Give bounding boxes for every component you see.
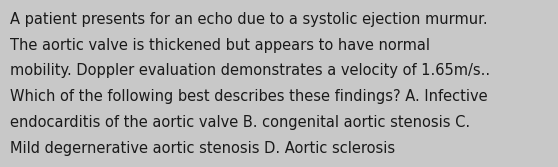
Text: Which of the following best describes these findings? A. Infective: Which of the following best describes th… [10,89,488,104]
Text: endocarditis of the aortic valve B. congenital aortic stenosis C.: endocarditis of the aortic valve B. cong… [10,115,470,130]
Text: Mild degernerative aortic stenosis D. Aortic sclerosis: Mild degernerative aortic stenosis D. Ao… [10,141,395,156]
Text: The aortic valve is thickened but appears to have normal: The aortic valve is thickened but appear… [10,38,430,53]
Text: mobility. Doppler evaluation demonstrates a velocity of 1.65m/s..: mobility. Doppler evaluation demonstrate… [10,63,490,78]
Text: A patient presents for an echo due to a systolic ejection murmur.: A patient presents for an echo due to a … [10,12,488,27]
